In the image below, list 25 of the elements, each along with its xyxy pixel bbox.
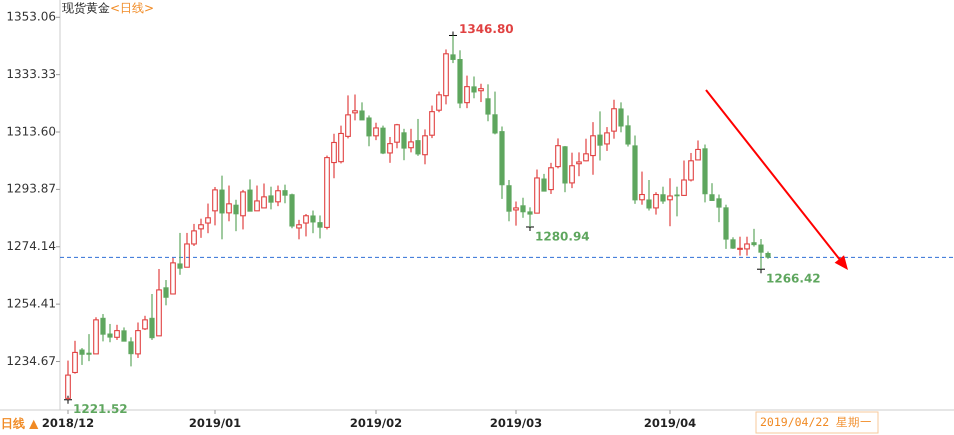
x-tick: 2019/03 (490, 410, 542, 430)
x-tick-label: 2019/02 (350, 416, 402, 430)
x-tick: 2019/02 (350, 410, 402, 430)
y-tick: 1333.33 (6, 66, 60, 81)
annotation: 1346.80 (448, 22, 514, 40)
y-tick: 1274.14 (6, 239, 60, 254)
x-tick-label: 2019/01 (188, 416, 242, 430)
y-tick: 1254.41 (6, 296, 60, 310)
annotation: 1266.42 (756, 264, 821, 286)
y-tick: 1293.87 (6, 182, 60, 196)
x-tick: 2019/01 (188, 410, 242, 430)
y-tick: 1313.60 (6, 124, 60, 138)
y-tick: 1234.67 (6, 354, 60, 368)
x-tick-label: 2019/04 (644, 416, 696, 430)
annotation: 日线 ▲ (1, 416, 38, 430)
annotation: 1346.80 (459, 22, 514, 36)
annotation: 2019/04/22 星期一 (756, 412, 878, 434)
title: 现货黄金<日线> (62, 1, 154, 16)
y-tick: 1353.06 (6, 10, 60, 24)
annotation: 1266.42 (766, 271, 821, 286)
x-tick-label: 2019/03 (490, 416, 542, 430)
annotation: 1280.94 (526, 222, 590, 244)
x-tick-label: 2018/12 (42, 416, 94, 430)
x-tick: 2019/04 (644, 410, 696, 430)
annotation: 1280.94 (535, 229, 590, 244)
